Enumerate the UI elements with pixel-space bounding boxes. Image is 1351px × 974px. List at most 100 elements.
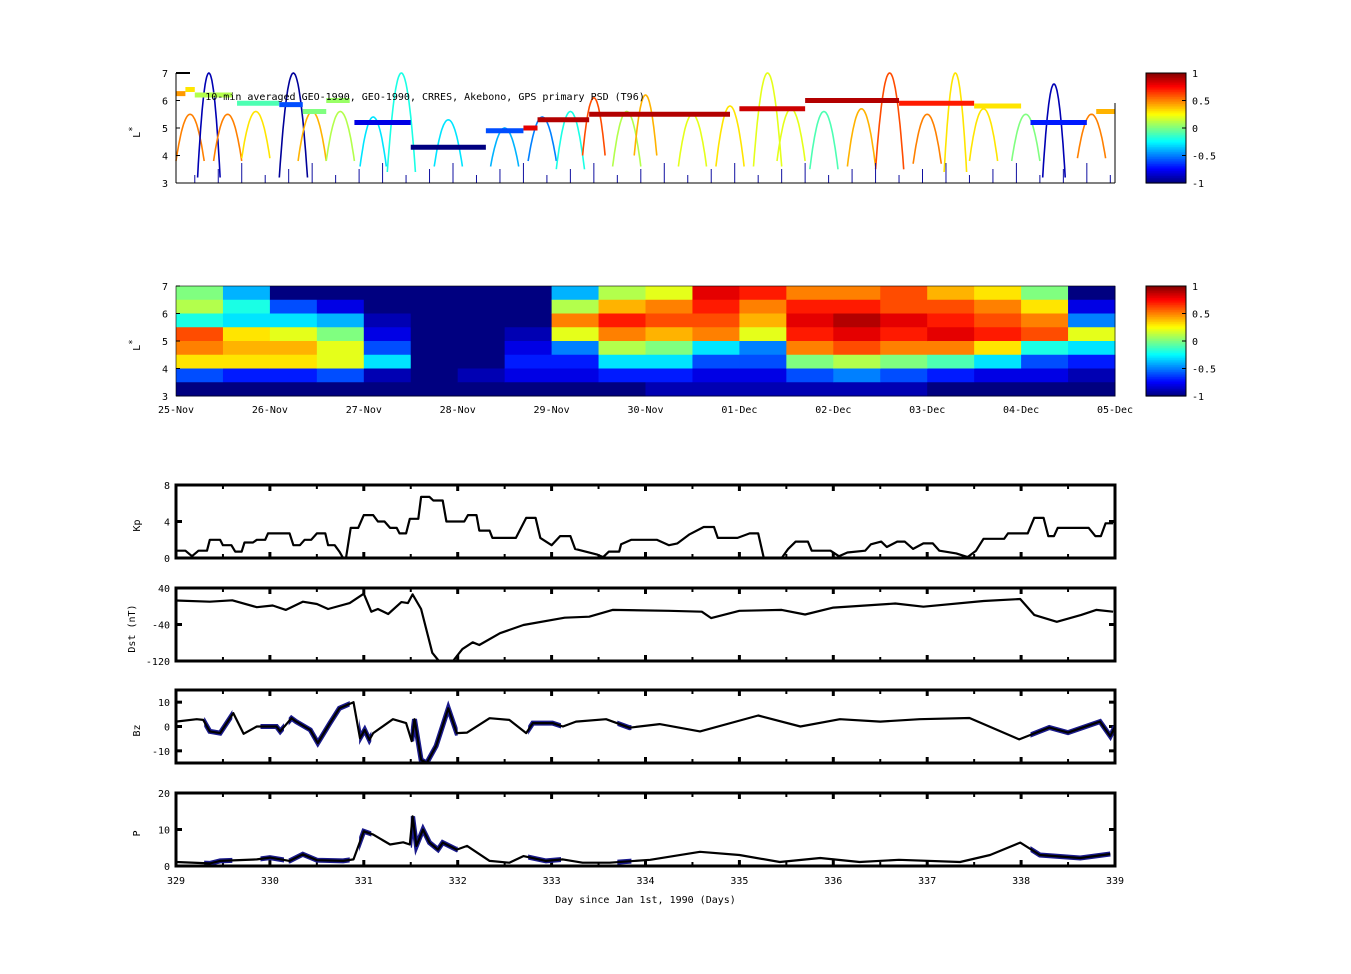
colorbar-cell [1146,298,1186,301]
heatmap-cell [504,299,553,314]
psd-orbit-arc [325,110,356,162]
heatmap-cell [880,368,928,383]
heatmap-cell [927,299,975,314]
heatmap-cell [363,341,412,356]
heatmap-cell [692,341,740,356]
x-tick-label: 335 [730,876,748,887]
colorbar-cell [1146,146,1186,150]
heatmap-cell [739,327,787,342]
psd-orbit-arc [715,105,745,167]
colorbar-cell [1146,83,1186,86]
colorbar-cell [1146,122,1186,126]
heatmap-cell [551,382,600,397]
date-tick-label: 28-Nov [440,405,476,416]
colorbar-tick-label: -0.5 [1192,365,1216,376]
colorbar-cell [1146,141,1186,145]
colorbar-cell [1146,370,1186,373]
colorbar-cell [1146,90,1186,93]
y-tick-label: 3 [162,179,168,190]
x-axis-label: Day since Jan 1st, 1990 (Days) [555,895,736,906]
colorbar-cell [1146,383,1186,387]
colorbar-cell [1146,176,1186,179]
heatmap-cell [974,382,1022,397]
colorbar-cell [1146,342,1186,346]
colorbar-cell [1146,351,1186,354]
colorbar-cell [1146,296,1186,299]
date-tick-label: 02-Dec [815,405,851,416]
dst-line [175,592,1114,663]
panel-frame [174,586,1117,663]
heatmap-cell [927,354,975,369]
x-tick-label: 334 [636,876,654,887]
colorbar-cell [1146,181,1186,184]
heatmap-cell [457,313,506,328]
colorbar-cell [1146,86,1186,90]
y-axis-label: Dst (nT) [127,604,138,652]
colorbar-cell [1146,179,1186,182]
colorbar-tick-label: -1 [1192,392,1204,403]
bz-line [175,701,1116,765]
colorbar-cell [1146,148,1186,151]
colorbar-tick-label: 0 [1192,124,1198,135]
heatmap-cell [880,286,928,301]
colorbar-cell [1146,143,1186,146]
psd-orbit-arc [912,113,943,164]
colorbar-cell [1146,167,1186,170]
heatmap-cell [880,354,928,369]
colorbar-cell [1146,320,1186,323]
psd-orbit-arc [1041,83,1066,178]
heatmap-cell [269,327,318,342]
y-axis-label: P [132,830,143,836]
colorbar-cell [1146,169,1186,172]
heatmap-cell [833,382,881,397]
heatmap-cell [176,286,224,301]
psd-orbit-arc [386,72,417,173]
psd-geo-segment [1096,109,1115,114]
x-tick-label: 332 [449,876,467,887]
heatmap-cell [410,368,459,383]
heatmap-cell [1068,286,1116,301]
heatmap-cell [692,286,740,301]
heatmap-cell [880,341,928,356]
y-tick-label: 5 [162,337,168,348]
series-highlight [204,698,1115,763]
colorbar-cell [1146,365,1186,368]
x-tick-label: 331 [355,876,373,887]
colorbar-cell [1146,76,1186,79]
colorbar-cell [1146,155,1186,158]
colorbar-cell [1146,308,1186,311]
colorbar-cell [1146,95,1186,98]
heatmap-cell [410,313,459,328]
colorbar-cell [1146,165,1186,169]
colorbar-cell [1146,289,1186,292]
colorbar-cell [1146,373,1186,376]
colorbar-cell [1146,85,1186,88]
heatmap-cell [316,368,365,383]
colorbar-cell [1146,392,1186,395]
psd-geo-segment [302,109,327,114]
x-tick-label: 338 [1012,876,1030,887]
heatmap-cell [504,368,553,383]
panel-frame [174,483,1117,560]
colorbar-cell [1146,313,1186,316]
heatmap-cell [692,313,740,328]
colorbar-cell [1146,354,1186,358]
heatmap-cell [598,368,646,383]
psd-geo-segment [237,100,280,106]
panel-frame [174,791,1117,868]
heatmap-cell [645,286,693,301]
colorbar-cell [1146,158,1186,162]
heatmap-cell [363,327,412,342]
heatmap-cell [410,299,459,314]
heatmap-cell [316,354,365,369]
heatmap-cell [551,327,600,342]
psd-orbit-arc [874,72,905,170]
colorbar-cell [1146,117,1186,121]
heatmap-cell [927,313,975,328]
colorbar-cell [1146,138,1186,141]
heatmap-cell [316,382,365,397]
heatmap-cell [833,341,881,356]
colorbar-cell [1146,291,1186,294]
heatmap-cell [1068,341,1116,356]
heatmap-cell [1021,327,1069,342]
